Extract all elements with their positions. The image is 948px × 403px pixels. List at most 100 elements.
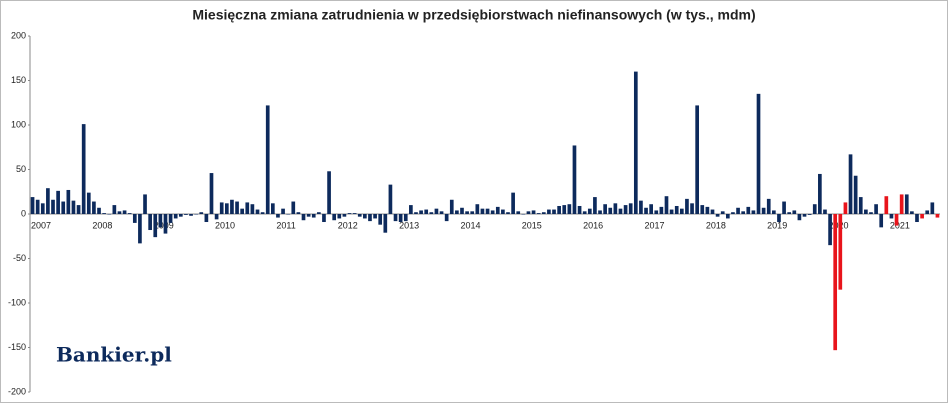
y-tick-label: -150 bbox=[8, 342, 26, 352]
bar bbox=[255, 209, 260, 214]
bar bbox=[710, 209, 715, 214]
bar bbox=[419, 210, 423, 214]
bar bbox=[864, 209, 868, 214]
bar bbox=[674, 205, 679, 214]
bar bbox=[562, 205, 567, 214]
bar bbox=[787, 212, 792, 214]
bar bbox=[357, 214, 362, 217]
bar bbox=[383, 214, 388, 233]
bar bbox=[424, 209, 429, 214]
bar bbox=[797, 214, 802, 221]
bar bbox=[930, 202, 935, 214]
bar bbox=[858, 197, 863, 214]
bar bbox=[184, 214, 188, 215]
bar bbox=[869, 212, 873, 214]
bar bbox=[219, 202, 224, 214]
x-tick-label: 2012 bbox=[338, 220, 358, 230]
bar bbox=[148, 214, 152, 231]
bar bbox=[654, 210, 659, 214]
bar bbox=[260, 212, 265, 214]
y-tick-label: -50 bbox=[13, 253, 26, 263]
bar bbox=[731, 212, 735, 214]
bar bbox=[853, 175, 858, 214]
bar bbox=[414, 212, 418, 214]
bar bbox=[746, 206, 751, 214]
bar bbox=[449, 199, 454, 214]
bar bbox=[352, 213, 357, 214]
bar bbox=[398, 214, 403, 223]
bar bbox=[235, 201, 239, 214]
bar bbox=[485, 208, 490, 214]
bar bbox=[480, 208, 485, 214]
bar bbox=[695, 105, 700, 214]
bar bbox=[403, 214, 408, 222]
bar bbox=[884, 196, 889, 214]
bar bbox=[373, 214, 377, 219]
bar bbox=[291, 201, 296, 214]
bar bbox=[332, 214, 337, 221]
bar bbox=[127, 213, 132, 214]
bar bbox=[557, 205, 561, 214]
y-tick-label: 200 bbox=[11, 30, 26, 40]
x-tick-label: 2010 bbox=[215, 220, 235, 230]
bar bbox=[741, 211, 746, 214]
bar bbox=[577, 205, 582, 214]
bar bbox=[245, 202, 250, 214]
bar bbox=[552, 209, 556, 214]
bar bbox=[506, 212, 510, 214]
bar bbox=[230, 199, 234, 214]
bar bbox=[66, 189, 71, 214]
bar bbox=[910, 211, 914, 214]
bar bbox=[281, 208, 285, 214]
bar bbox=[30, 197, 35, 214]
bar bbox=[296, 212, 301, 214]
bar bbox=[807, 214, 812, 215]
bar bbox=[628, 203, 633, 214]
bar bbox=[920, 214, 924, 219]
bar bbox=[276, 214, 280, 218]
bar bbox=[378, 214, 383, 225]
bar bbox=[153, 214, 158, 238]
bar bbox=[107, 214, 112, 215]
bar bbox=[194, 214, 198, 215]
bar bbox=[465, 211, 469, 214]
bar bbox=[409, 205, 413, 214]
bar bbox=[86, 192, 91, 214]
bar bbox=[265, 105, 270, 214]
bar bbox=[700, 205, 705, 214]
bar bbox=[117, 211, 122, 214]
chart-title: Miesięczna zmiana zatrudnienia w przedsi… bbox=[192, 7, 755, 23]
bar bbox=[618, 208, 623, 214]
bar bbox=[889, 214, 894, 219]
bar bbox=[582, 211, 587, 214]
bar bbox=[725, 214, 730, 219]
x-tick-label: 2019 bbox=[767, 220, 787, 230]
bar bbox=[833, 214, 838, 351]
bar bbox=[782, 201, 786, 214]
bar bbox=[705, 206, 710, 214]
bar bbox=[327, 171, 331, 214]
bar bbox=[904, 194, 909, 214]
bar bbox=[460, 207, 464, 214]
bar bbox=[97, 207, 101, 214]
bar bbox=[511, 192, 515, 214]
bar bbox=[214, 214, 219, 220]
bar bbox=[608, 207, 613, 214]
bar bbox=[337, 214, 342, 219]
y-tick-label: -100 bbox=[8, 297, 26, 307]
bar bbox=[51, 199, 55, 214]
bar bbox=[71, 200, 76, 214]
bar bbox=[843, 202, 848, 214]
bar bbox=[649, 204, 653, 214]
bar bbox=[761, 207, 766, 214]
bar bbox=[347, 213, 352, 214]
bar bbox=[679, 208, 684, 214]
bar bbox=[531, 210, 536, 214]
bar bbox=[368, 214, 372, 222]
bar bbox=[521, 214, 526, 215]
bar bbox=[572, 145, 577, 214]
bar bbox=[204, 214, 209, 223]
bar bbox=[925, 210, 930, 214]
bar bbox=[92, 201, 96, 214]
